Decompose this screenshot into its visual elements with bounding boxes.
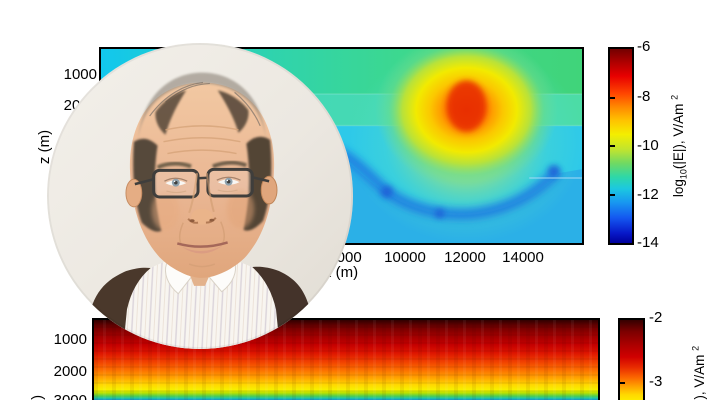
- bottom-colorbar: [618, 318, 645, 400]
- bottom-chart-ylabel: z (m): [29, 395, 46, 400]
- bottom-chart-ytick-2000: 2000: [53, 363, 87, 380]
- glasses: [134, 167, 270, 199]
- colorbar-tick-mark: [610, 145, 615, 147]
- eyes: [164, 176, 241, 194]
- bottom-colorbar-tick--3: -3: [649, 373, 663, 390]
- bottom-colorbar-label: log10(|E|), V/Am 2: [690, 345, 707, 400]
- bottom-chart-ytick-3000: 3000: [42, 393, 87, 400]
- top-colorbar-tick--12: -12: [637, 186, 659, 203]
- top-colorbar-tick--6: -6: [637, 38, 651, 55]
- top-colorbar: [608, 47, 634, 245]
- mouth: [176, 241, 229, 254]
- colorbar-tick-mark: [620, 382, 625, 384]
- top-chart-xtick-14000: 14000: [502, 249, 544, 266]
- bottom-heatmap-plot: [92, 318, 600, 400]
- top-chart-xtick-12000: 12000: [444, 249, 486, 266]
- top-colorbar-tick--14: -14: [637, 234, 659, 251]
- nose: [187, 173, 217, 225]
- face: [125, 72, 278, 278]
- colorbar-tick-mark: [610, 96, 615, 99]
- photo-edge: [47, 43, 353, 349]
- top-colorbar-tick--8: -8: [637, 88, 651, 105]
- presenter-photo: [47, 43, 353, 349]
- bottom-colorbar-tick--2: -2: [649, 309, 663, 326]
- bottom-chart-ytick-1000: 1000: [53, 331, 87, 348]
- top-colorbar-label: log10(|E|), V/Am 2: [669, 94, 689, 198]
- colorbar-tick-mark: [610, 193, 615, 196]
- top-colorbar-tick--10: -10: [637, 137, 659, 154]
- shirt-and-cardigan: [84, 257, 316, 349]
- chin-crease: [188, 263, 216, 268]
- top-chart-ytick-1000: 1000: [63, 66, 97, 83]
- top-chart-xtick-10000: 10000: [384, 249, 426, 266]
